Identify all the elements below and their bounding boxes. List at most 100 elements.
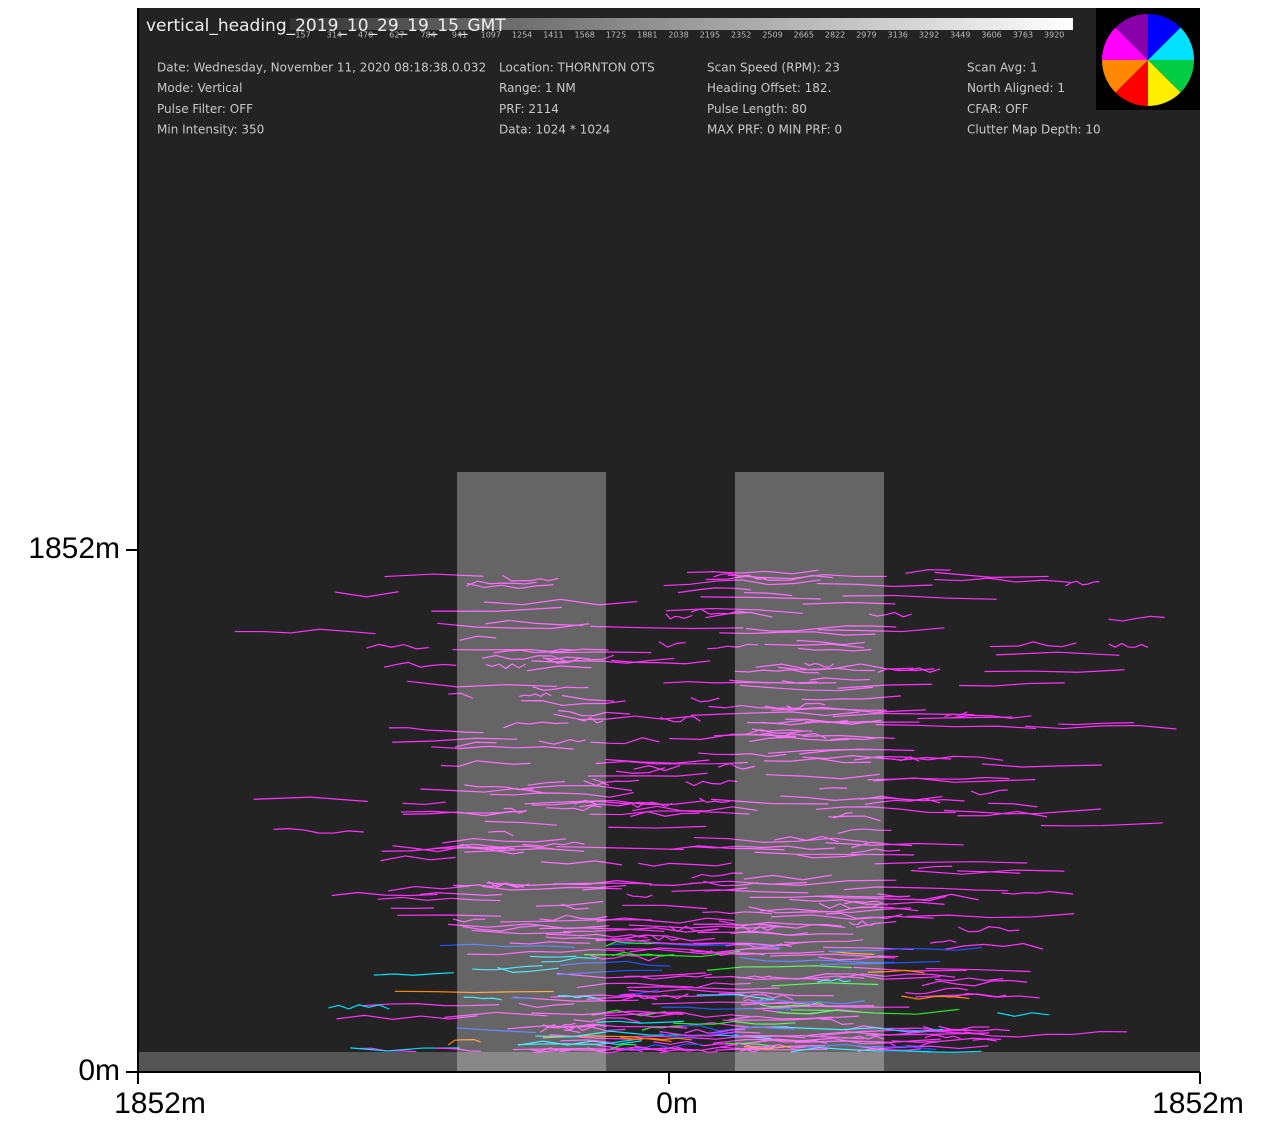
track (749, 895, 910, 898)
track (796, 639, 865, 646)
track (751, 923, 842, 929)
track (990, 641, 1077, 648)
track (560, 1039, 615, 1044)
scale-label: 2822 (825, 31, 845, 40)
track (877, 893, 911, 898)
track (700, 596, 821, 600)
track (541, 956, 597, 963)
track (377, 896, 501, 902)
track (331, 891, 438, 897)
track (934, 571, 1049, 578)
track (754, 851, 915, 856)
track (707, 643, 758, 650)
radar-image (138, 8, 1200, 1072)
track (844, 1025, 937, 1031)
track (394, 990, 554, 994)
scale-label: 3136 (888, 31, 908, 40)
track (934, 977, 1004, 982)
track (630, 810, 700, 818)
track (848, 920, 876, 926)
track (756, 1039, 828, 1045)
track (519, 692, 552, 698)
scale-label: 470 (358, 31, 373, 40)
scale-label: 1097 (481, 31, 501, 40)
track (531, 800, 644, 806)
x-tick-label: 1852m (1152, 1087, 1244, 1120)
track (698, 752, 787, 758)
track (769, 973, 941, 980)
track (419, 892, 503, 896)
track (388, 727, 484, 734)
track (725, 1042, 776, 1048)
track (814, 893, 979, 901)
track (690, 697, 720, 703)
track (596, 917, 735, 924)
track (817, 978, 851, 983)
track (529, 1047, 573, 1053)
track (373, 972, 454, 976)
track (517, 1038, 641, 1046)
track (456, 1027, 536, 1034)
track (727, 574, 887, 580)
track (802, 601, 896, 605)
track (518, 1002, 575, 1009)
track (853, 755, 1004, 761)
track (785, 718, 848, 724)
track (546, 805, 602, 812)
track (944, 808, 1102, 815)
track (420, 787, 548, 794)
scale-label: 1568 (575, 31, 595, 40)
track (746, 625, 897, 632)
track (442, 837, 567, 844)
track (459, 635, 497, 641)
track (735, 925, 784, 933)
track (781, 680, 837, 685)
track (454, 741, 497, 748)
track (659, 716, 701, 723)
track (705, 611, 773, 619)
wheel-sector (1148, 27, 1194, 60)
track (503, 807, 528, 814)
track (484, 820, 557, 826)
track (755, 663, 914, 671)
track (784, 939, 863, 944)
track (483, 598, 638, 606)
track (608, 825, 706, 829)
track (1108, 642, 1149, 648)
track (873, 777, 1036, 783)
track (665, 613, 693, 620)
track (563, 1025, 596, 1032)
track (649, 882, 700, 886)
wheel-sector (1115, 60, 1148, 106)
scale-label: 2195 (700, 31, 720, 40)
track (742, 993, 794, 1001)
wheel-sector (1115, 14, 1148, 60)
track (732, 729, 804, 736)
track (713, 573, 766, 580)
track (851, 841, 913, 849)
track (522, 841, 585, 847)
track (722, 1015, 859, 1021)
track (406, 680, 557, 688)
scale-label: 2038 (668, 31, 688, 40)
track (851, 848, 901, 854)
track (694, 836, 868, 843)
track (605, 941, 660, 947)
track (629, 924, 780, 929)
track (748, 906, 919, 914)
track (380, 855, 456, 862)
track (592, 778, 639, 784)
scale-label: 1254 (512, 31, 532, 40)
track (796, 853, 862, 859)
info-field: Data: 1024 * 1024 (499, 123, 610, 137)
track (828, 812, 853, 819)
track (532, 686, 589, 691)
tracks (234, 569, 1177, 1054)
track (987, 802, 1038, 808)
track (693, 921, 846, 929)
track (488, 830, 514, 837)
track (828, 950, 875, 956)
track (712, 1038, 812, 1044)
track (751, 999, 865, 1005)
track (1108, 615, 1165, 622)
